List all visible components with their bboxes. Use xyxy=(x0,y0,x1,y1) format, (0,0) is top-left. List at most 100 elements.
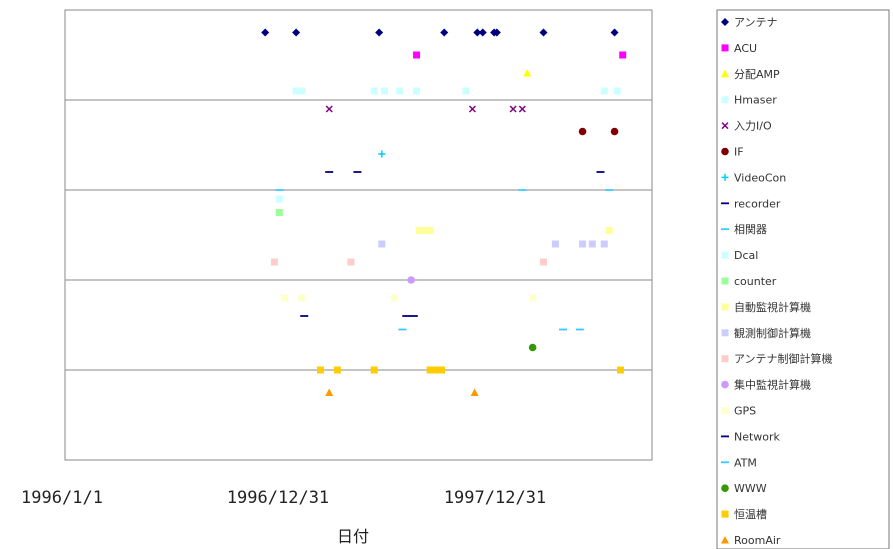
data-point xyxy=(325,388,334,396)
data-point xyxy=(523,69,532,77)
data-point xyxy=(551,240,559,248)
data-point xyxy=(617,366,625,374)
data-point xyxy=(270,258,278,266)
x-tick-label: 1996/12/31 xyxy=(227,488,329,508)
legend-entry: Network xyxy=(734,430,781,443)
data-point xyxy=(281,294,289,302)
data-point xyxy=(378,240,386,248)
data-point xyxy=(390,294,398,302)
data-point xyxy=(509,105,517,113)
data-point xyxy=(492,28,501,37)
legend-marker xyxy=(721,251,729,259)
series-5 xyxy=(325,105,526,113)
data-point xyxy=(370,366,378,374)
x-axis: 1996/1/1 1996/12/31 1997/12/31 xyxy=(21,488,546,508)
legend-marker xyxy=(721,510,729,518)
legend-marker xyxy=(721,355,729,363)
legend-marker xyxy=(721,122,729,130)
series-2 xyxy=(413,51,627,59)
data-point xyxy=(298,87,306,95)
data-point xyxy=(579,240,587,248)
plot-area xyxy=(64,9,653,461)
legend-marker xyxy=(721,407,729,414)
data-point xyxy=(610,127,619,136)
data-point xyxy=(261,28,270,37)
data-point xyxy=(426,227,434,234)
data-point xyxy=(539,28,548,37)
data-point xyxy=(415,227,423,234)
data-point xyxy=(275,195,283,203)
data-point xyxy=(600,87,608,95)
series-21 xyxy=(325,388,479,396)
legend-entry: Dcal xyxy=(734,249,758,262)
legend-entry: IF xyxy=(734,146,744,159)
data-point xyxy=(473,28,482,37)
legend-marker xyxy=(721,484,729,493)
data-point xyxy=(275,209,283,216)
data-point xyxy=(588,240,596,248)
data-point xyxy=(413,51,421,59)
legend-entry: 自動監視計算機 xyxy=(734,300,811,314)
data-point xyxy=(317,366,325,374)
legend-entry: RoomAir xyxy=(734,534,781,547)
data-point xyxy=(407,276,415,284)
legend-marker xyxy=(721,147,729,156)
legend-entry: 恒温槽 xyxy=(734,508,767,521)
legend-marker xyxy=(721,303,729,311)
data-point xyxy=(370,87,378,95)
data-point xyxy=(292,87,300,95)
legend-entry: 集中監視計算機 xyxy=(734,378,811,392)
data-point xyxy=(347,258,355,266)
series-7 xyxy=(378,150,386,158)
series-6 xyxy=(578,127,619,136)
legend-entry: 相関器 xyxy=(734,223,767,236)
gridlines xyxy=(65,99,652,371)
data-point xyxy=(421,227,429,234)
data-point xyxy=(478,28,487,37)
data-point xyxy=(325,105,333,113)
series-3 xyxy=(523,69,532,77)
legend-entry: ACU xyxy=(734,42,757,55)
data-point xyxy=(610,28,619,37)
series-19 xyxy=(528,343,537,352)
series-15 xyxy=(407,276,415,284)
data-marks xyxy=(261,28,627,396)
series-20 xyxy=(317,366,625,374)
series-16 xyxy=(281,294,537,302)
series-4 xyxy=(292,87,621,95)
data-point xyxy=(470,388,479,396)
legend-entry: counter xyxy=(734,275,777,288)
data-point xyxy=(333,366,341,374)
data-point xyxy=(378,150,386,158)
legend-marker xyxy=(721,380,729,389)
x-tick-label: 1996/1/1 xyxy=(21,488,103,508)
legend-marker xyxy=(721,329,729,337)
legend-entry: GPS xyxy=(734,405,756,418)
data-point xyxy=(438,366,446,374)
legend-marker xyxy=(721,536,729,544)
series-10 xyxy=(275,195,283,203)
data-point xyxy=(413,87,421,95)
legend-entry: アンテナ xyxy=(734,16,778,29)
series-13 xyxy=(378,240,608,248)
data-point xyxy=(462,87,470,95)
data-point xyxy=(426,366,434,374)
data-point xyxy=(578,127,587,136)
data-point xyxy=(298,294,306,302)
x-tick-label: 1997/12/31 xyxy=(444,488,546,508)
data-point xyxy=(432,366,440,374)
legend-entry: アンテナ制御計算機 xyxy=(734,352,833,366)
data-point xyxy=(529,294,537,302)
legend: アンテナ ACU 分配AMP Hmaser 入力I/O IF VideoCon recorde… xyxy=(716,9,890,549)
data-point xyxy=(518,105,526,113)
series-1 xyxy=(261,28,619,37)
legend-entry: VideoCon xyxy=(734,171,786,184)
legend-marker xyxy=(721,173,729,181)
series-12 xyxy=(415,227,613,234)
data-point xyxy=(375,28,384,37)
legend-entry: Hmaser xyxy=(734,94,777,107)
legend-marker xyxy=(721,44,729,52)
x-axis-label: 日付 xyxy=(337,527,369,546)
data-point xyxy=(468,105,476,113)
